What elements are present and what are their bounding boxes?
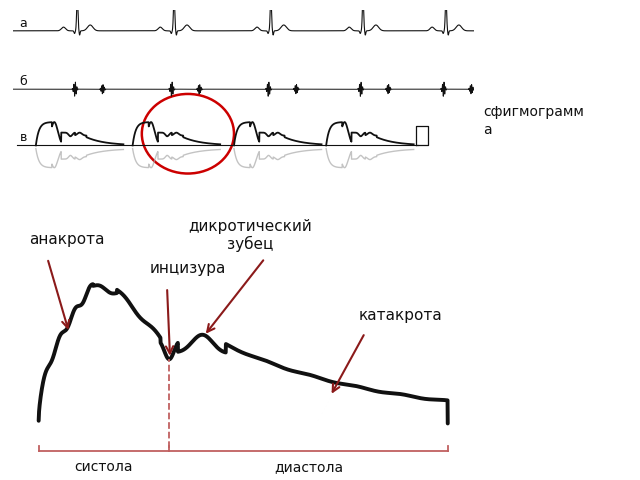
Text: в: в — [20, 132, 27, 144]
Text: анакрота: анакрота — [29, 232, 104, 247]
Text: инцизура: инцизура — [150, 261, 226, 276]
Text: систола: систола — [75, 460, 133, 474]
Text: сфигмограмм
а: сфигмограмм а — [483, 106, 584, 137]
Text: б: б — [20, 75, 28, 88]
Text: катакрота: катакрота — [358, 308, 442, 323]
Text: дикротический
зубец: дикротический зубец — [188, 219, 312, 252]
Text: а: а — [20, 17, 28, 30]
Text: диастола: диастола — [274, 460, 343, 474]
